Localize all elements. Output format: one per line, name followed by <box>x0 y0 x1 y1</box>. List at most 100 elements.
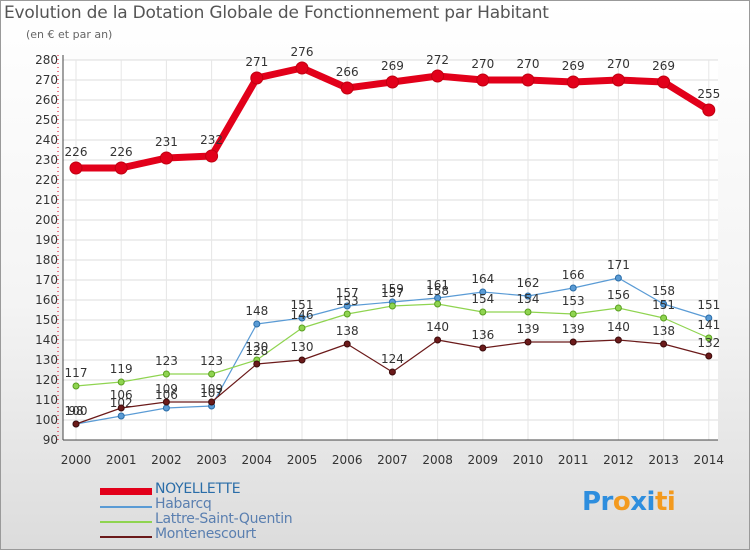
data-label-montenescourt: 136 <box>471 328 494 342</box>
data-point-habarcq <box>253 320 261 328</box>
data-point-lattre-saint-quentin <box>208 370 216 378</box>
y-tick-label: 120 <box>35 373 58 387</box>
legend-label-montenescourt: Montenescourt <box>155 526 256 542</box>
data-point-habarcq <box>614 274 622 282</box>
data-label-montenescourt: 130 <box>291 340 314 354</box>
x-tick-label: 2000 <box>61 453 92 467</box>
data-label-noyellette: 269 <box>381 59 404 73</box>
data-point-montenescourt <box>253 360 261 368</box>
logo-part: ti <box>654 487 676 517</box>
x-tick-label: 2003 <box>196 453 227 467</box>
data-point-noyellette <box>476 73 490 87</box>
x-tick-label: 2013 <box>648 453 679 467</box>
data-label-montenescourt: 132 <box>697 336 720 350</box>
data-label-lattre-saint-quentin: 153 <box>336 294 359 308</box>
data-point-lattre-saint-quentin <box>614 304 622 312</box>
data-label-lattre-saint-quentin: 141 <box>697 318 720 332</box>
x-tick-label: 2008 <box>422 453 453 467</box>
legend-swatch-noyellette <box>100 488 152 495</box>
legend-swatch-lattre-saint-quentin <box>100 521 152 523</box>
data-label-montenescourt: 100 <box>65 404 88 418</box>
data-point-noyellette <box>250 71 264 85</box>
data-label-habarcq: 157 <box>336 286 359 300</box>
data-point-montenescourt <box>705 352 713 360</box>
x-tick-label: 2004 <box>242 453 273 467</box>
data-point-montenescourt <box>208 398 216 406</box>
data-label-habarcq: 166 <box>562 268 585 282</box>
data-label-lattre-saint-quentin: 156 <box>607 288 630 302</box>
data-label-habarcq: 106 <box>155 388 178 402</box>
data-label-lattre-saint-quentin: 154 <box>517 292 540 306</box>
data-label-noyellette: 255 <box>697 87 720 101</box>
data-label-montenescourt: 138 <box>652 324 675 338</box>
y-tick-label: 220 <box>35 173 58 187</box>
data-point-noyellette <box>657 75 671 89</box>
data-label-habarcq: 164 <box>471 272 494 286</box>
data-point-habarcq <box>117 412 125 420</box>
x-tick-label: 2009 <box>468 453 499 467</box>
plot-area <box>63 60 718 440</box>
data-label-noyellette: 269 <box>652 59 675 73</box>
y-tick-label: 150 <box>35 313 58 327</box>
data-label-lattre-saint-quentin: 153 <box>562 294 585 308</box>
data-label-habarcq: 151 <box>291 298 314 312</box>
y-tick-label: 210 <box>35 193 58 207</box>
data-point-noyellette <box>385 75 399 89</box>
data-point-noyellette <box>611 73 625 87</box>
y-tick-label: 230 <box>35 153 58 167</box>
logo-part: x <box>630 487 647 517</box>
data-label-habarcq: 159 <box>381 282 404 296</box>
data-label-habarcq: 158 <box>652 284 675 298</box>
y-tick-label: 280 <box>35 53 58 67</box>
logo-part: i <box>646 487 656 517</box>
data-label-habarcq: 162 <box>517 276 540 290</box>
data-point-lattre-saint-quentin <box>388 302 396 310</box>
chart-subtitle: (en € et par an) <box>26 28 113 41</box>
data-point-lattre-saint-quentin <box>660 314 668 322</box>
data-point-montenescourt <box>524 338 532 346</box>
data-label-habarcq: 102 <box>110 396 133 410</box>
data-point-habarcq <box>343 302 351 310</box>
data-label-montenescourt: 140 <box>607 320 630 334</box>
data-label-noyellette: 270 <box>517 57 540 71</box>
data-point-noyellette <box>340 81 354 95</box>
legend-swatch-montenescourt <box>100 536 152 538</box>
data-point-lattre-saint-quentin <box>705 334 713 342</box>
data-point-habarcq <box>705 314 713 322</box>
data-point-noyellette <box>521 73 535 87</box>
data-point-lattre-saint-quentin <box>569 310 577 318</box>
x-tick-label: 2007 <box>377 453 408 467</box>
data-point-montenescourt <box>569 338 577 346</box>
data-label-noyellette: 226 <box>110 145 133 159</box>
data-point-noyellette <box>295 61 309 75</box>
data-label-noyellette: 226 <box>65 145 88 159</box>
data-label-montenescourt: 140 <box>426 320 449 334</box>
data-point-habarcq <box>524 292 532 300</box>
data-label-montenescourt: 128 <box>245 344 268 358</box>
x-tick-label: 2005 <box>287 453 318 467</box>
x-tick-label: 2002 <box>151 453 182 467</box>
data-point-habarcq <box>162 404 170 412</box>
data-label-lattre-saint-quentin: 119 <box>110 362 133 376</box>
data-label-noyellette: 269 <box>562 59 585 73</box>
data-label-montenescourt: 109 <box>155 382 178 396</box>
legend-label-noyellette: NOYELLETTE <box>155 481 241 497</box>
data-point-habarcq <box>479 288 487 296</box>
y-tick-label: 100 <box>35 413 58 427</box>
data-point-noyellette <box>702 103 716 117</box>
data-point-noyellette <box>566 75 580 89</box>
data-label-lattre-saint-quentin: 151 <box>652 298 675 312</box>
y-tick-label: 180 <box>35 253 58 267</box>
data-label-habarcq: 151 <box>697 298 720 312</box>
data-point-montenescourt <box>298 356 306 364</box>
data-label-montenescourt: 109 <box>200 382 223 396</box>
data-point-montenescourt <box>479 344 487 352</box>
data-point-montenescourt <box>117 404 125 412</box>
data-label-habarcq: 161 <box>426 278 449 292</box>
data-point-noyellette <box>159 151 173 165</box>
data-point-lattre-saint-quentin <box>524 308 532 316</box>
logo-part: Pr <box>582 487 613 517</box>
